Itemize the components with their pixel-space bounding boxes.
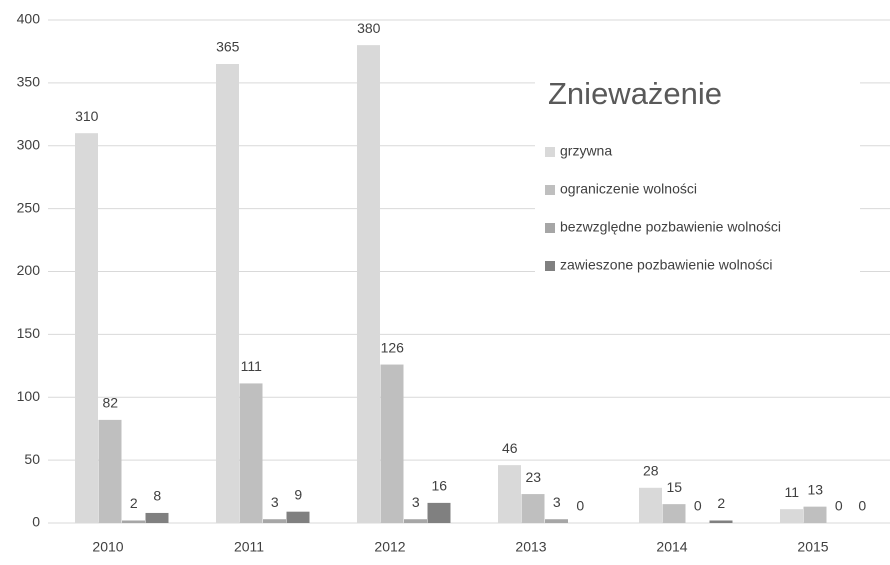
legend-box <box>535 65 860 285</box>
value-label: 8 <box>153 488 161 504</box>
bar <box>75 133 98 524</box>
bar <box>709 520 733 523</box>
value-label: 0 <box>694 498 702 514</box>
bar <box>639 487 662 523</box>
value-label: 16 <box>431 478 447 494</box>
bar <box>357 45 380 524</box>
value-label: 23 <box>525 469 541 485</box>
value-label: 11 <box>784 484 799 500</box>
value-label: 3 <box>553 494 561 510</box>
legend-swatch <box>545 261 555 271</box>
legend-swatch <box>545 223 555 233</box>
value-label: 2 <box>130 495 138 511</box>
x-tick-label: 2014 <box>656 539 687 555</box>
value-label: 0 <box>835 498 843 514</box>
y-tick-label: 350 <box>17 74 41 90</box>
legend-swatch <box>545 147 555 157</box>
bar <box>521 494 545 523</box>
y-tick-label: 250 <box>17 199 41 215</box>
value-label: 0 <box>858 498 866 514</box>
x-tick-label: 2015 <box>797 539 828 555</box>
value-label: 82 <box>102 395 118 411</box>
value-label: 46 <box>502 440 518 456</box>
value-label: 380 <box>357 20 381 36</box>
value-label: 13 <box>807 481 823 497</box>
value-label: 0 <box>576 498 584 514</box>
bar <box>404 519 427 523</box>
y-tick-label: 50 <box>24 451 40 467</box>
value-label: 126 <box>381 339 405 355</box>
chart-title: Znieważenie <box>548 76 722 111</box>
legend-label: zawieszone pozbawienie wolności <box>560 257 772 273</box>
value-label: 310 <box>75 108 99 124</box>
bar <box>803 506 827 523</box>
value-label: 28 <box>643 462 659 478</box>
bar <box>145 512 169 523</box>
value-label: 3 <box>271 494 279 510</box>
bar <box>239 383 263 523</box>
y-tick-label: 100 <box>17 388 41 404</box>
value-label: 2 <box>717 495 725 511</box>
value-label: 9 <box>294 486 302 502</box>
value-label: 15 <box>666 479 682 495</box>
value-label: 3 <box>412 494 420 510</box>
legend-swatch <box>545 185 555 195</box>
bar <box>662 504 686 523</box>
bar <box>780 509 803 523</box>
value-label: 365 <box>216 39 240 55</box>
legend-label: ograniczenie wolności <box>560 181 697 197</box>
y-tick-label: 300 <box>17 136 41 152</box>
bar <box>122 520 145 523</box>
y-tick-label: 0 <box>32 514 40 530</box>
bar <box>98 419 122 523</box>
bar <box>286 511 310 523</box>
bar <box>263 519 286 523</box>
y-tick-label: 200 <box>17 262 41 278</box>
bar <box>427 502 451 523</box>
x-tick-label: 2013 <box>515 539 546 555</box>
y-tick-label: 150 <box>17 325 41 341</box>
y-tick-label: 400 <box>17 11 41 27</box>
legend-label: bezwzględne pozbawienie wolności <box>560 219 781 235</box>
x-tick-label: 2012 <box>374 539 405 555</box>
x-tick-label: 2010 <box>92 539 123 555</box>
bar <box>380 364 404 523</box>
bar <box>216 64 239 523</box>
bar <box>498 465 521 523</box>
value-label: 111 <box>241 358 262 374</box>
x-tick-label: 2011 <box>234 539 264 555</box>
bar <box>545 519 568 523</box>
legend-label: grzywna <box>560 143 612 159</box>
